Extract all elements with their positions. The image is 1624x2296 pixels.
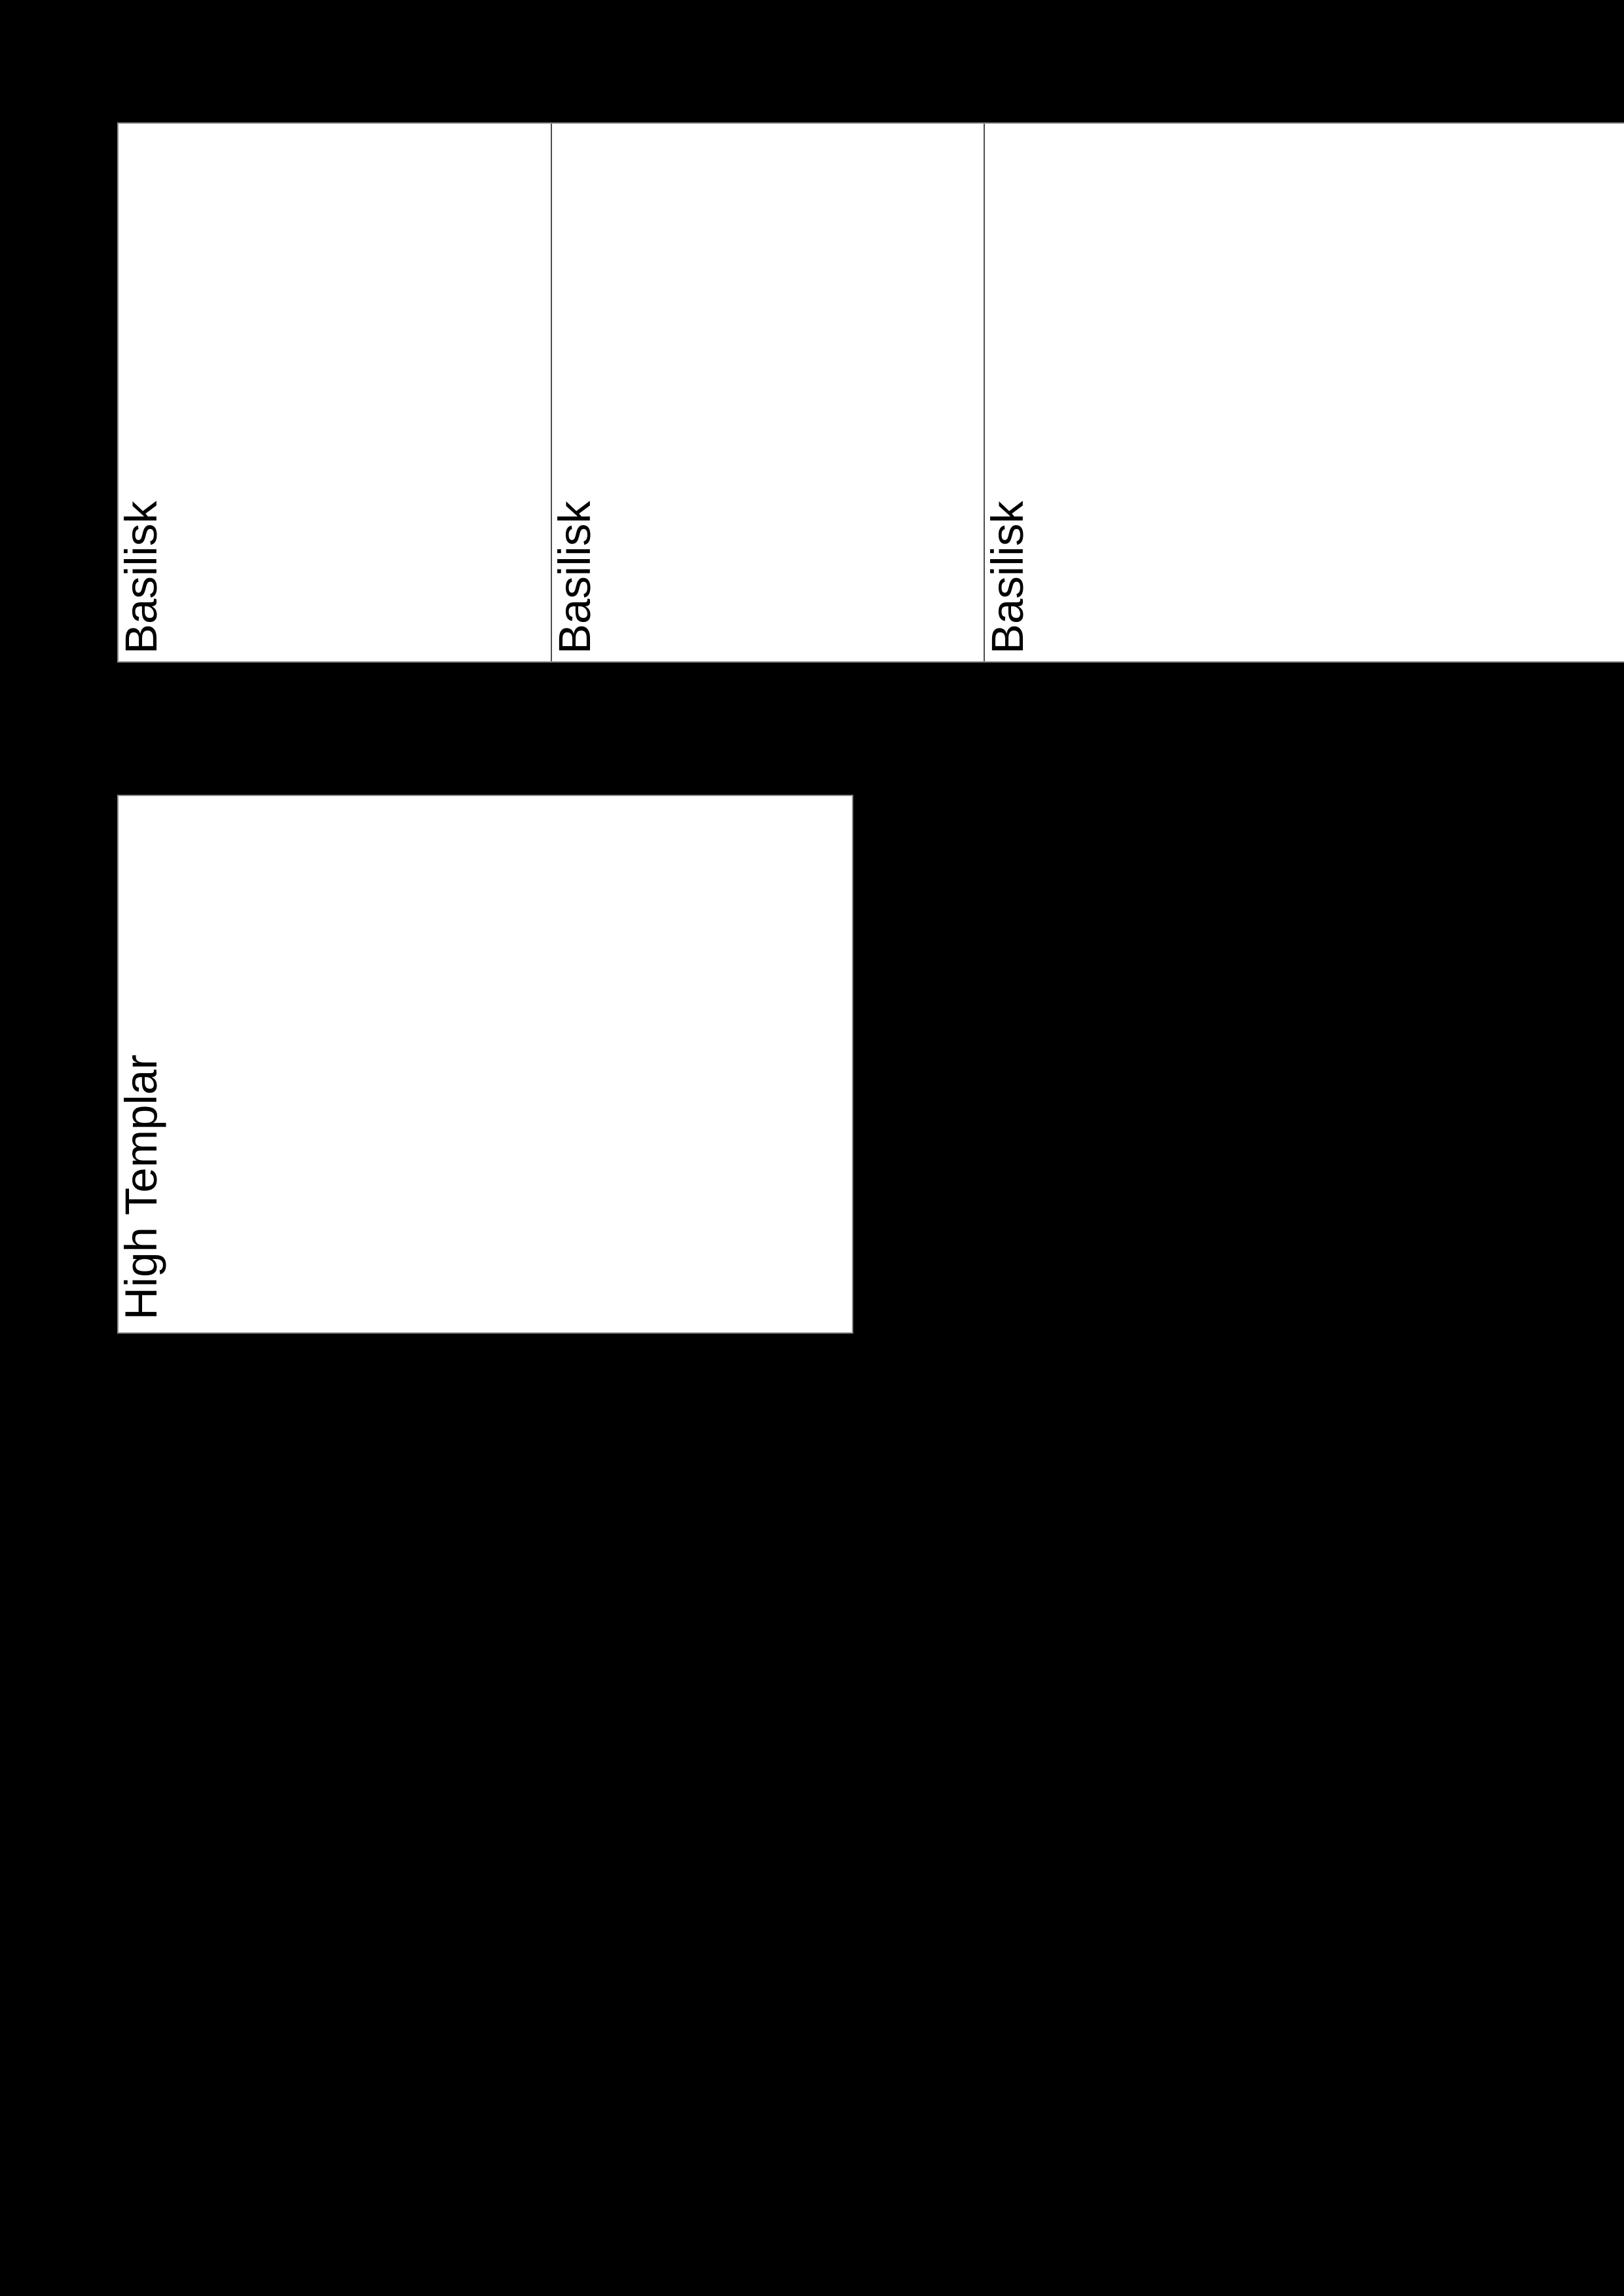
card-divider-2	[984, 124, 985, 661]
card-label-basilisk-2: Basilisk	[549, 501, 600, 654]
card-divider-1	[551, 124, 552, 661]
card-label-basilisk-3: Basilisk	[982, 501, 1033, 654]
card-label-high-templar: High Templar	[116, 1054, 166, 1320]
card-basilisk-1: Basilisk	[116, 124, 551, 661]
card-row: Basilisk Basilisk Basilisk	[116, 122, 1624, 663]
card-basilisk-3: Basilisk	[982, 124, 1624, 661]
card-basilisk-2: Basilisk	[549, 124, 984, 661]
card-high-templar: High Templar	[116, 795, 853, 1334]
card-label-basilisk-1: Basilisk	[116, 501, 166, 654]
